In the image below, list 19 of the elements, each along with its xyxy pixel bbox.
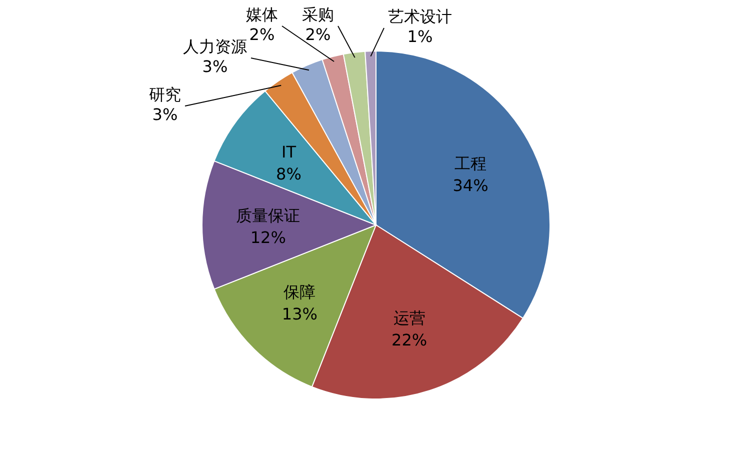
data-label: 34%: [452, 176, 488, 196]
slice-label: 媒体: [246, 5, 278, 24]
slice-label: 保障: [284, 282, 316, 302]
slice-label: 人力资源: [183, 37, 247, 56]
slice-label: 质量保证: [236, 206, 300, 225]
slice-label: IT: [281, 142, 296, 162]
data-label: 22%: [392, 330, 428, 350]
data-label: 12%: [250, 228, 286, 247]
data-label: 3%: [202, 57, 228, 76]
data-label: 13%: [282, 304, 318, 324]
data-label: 3%: [152, 105, 178, 124]
slice-label: 研究: [149, 85, 181, 104]
slice-label: 艺术设计: [388, 7, 452, 26]
data-label: 8%: [276, 164, 302, 184]
slice-label: 采购: [302, 5, 334, 24]
data-label: 2%: [305, 25, 331, 44]
slice-label: 工程: [454, 154, 487, 174]
slice-label: 运营: [393, 308, 426, 328]
data-label: 1%: [407, 27, 433, 46]
